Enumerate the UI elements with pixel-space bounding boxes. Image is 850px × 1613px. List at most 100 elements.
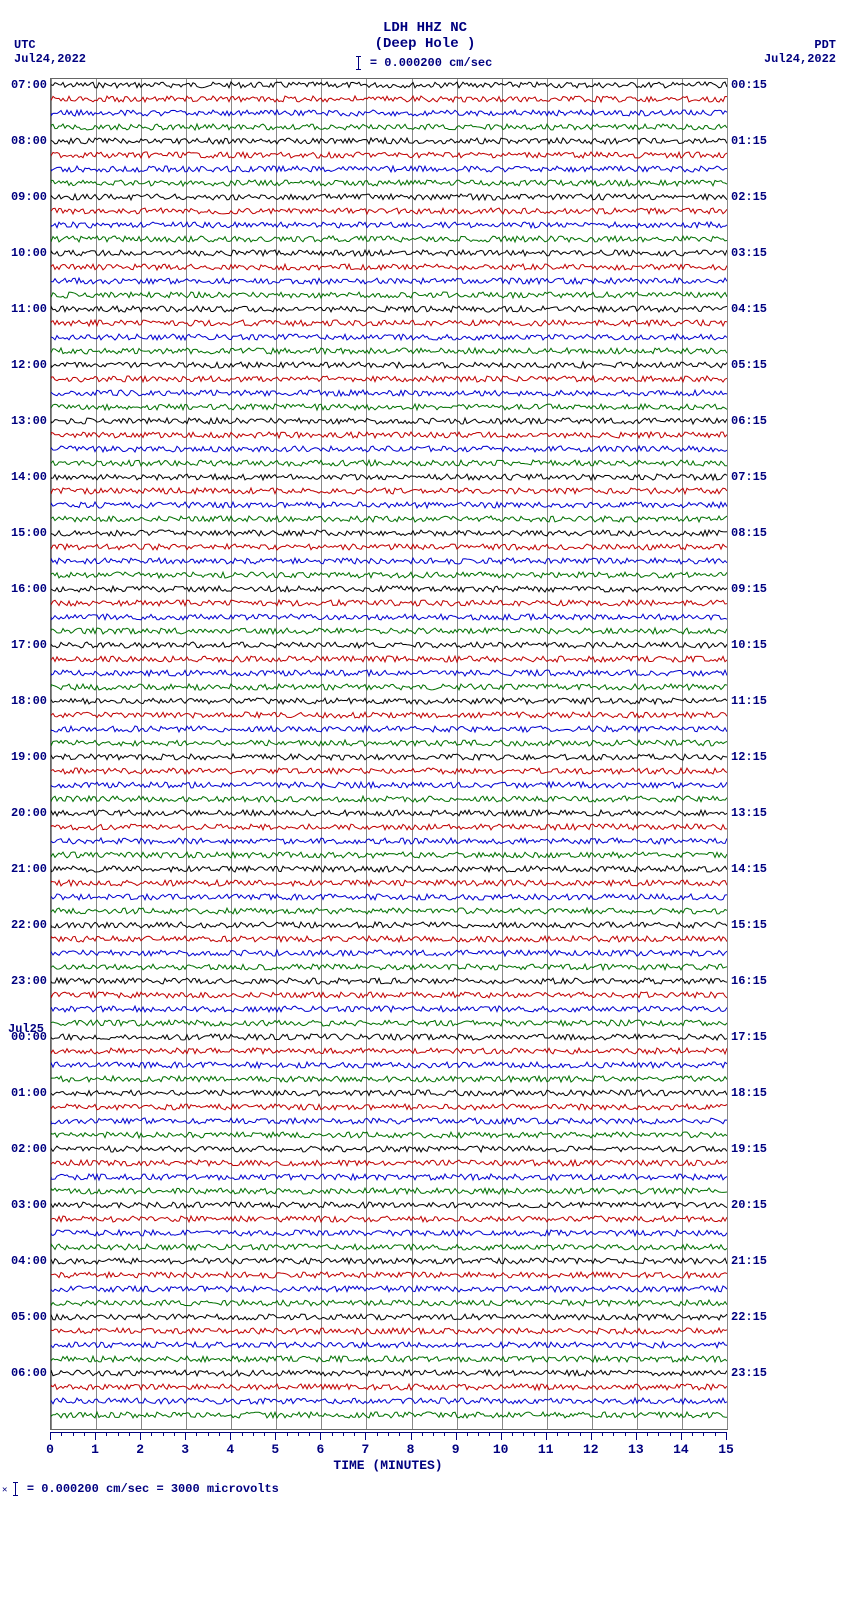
trace-row bbox=[51, 992, 727, 998]
x-major-tick bbox=[681, 1432, 682, 1440]
trace-row bbox=[51, 894, 727, 900]
tz-right-label: PDT bbox=[814, 38, 836, 52]
right-hour-label: 01:15 bbox=[731, 134, 767, 148]
x-minor-tick bbox=[332, 1432, 333, 1436]
trace-row bbox=[51, 138, 727, 144]
right-hour-label: 08:15 bbox=[731, 526, 767, 540]
left-hour-label: 01:00 bbox=[11, 1086, 47, 1100]
right-hour-label: 14:15 bbox=[731, 862, 767, 876]
x-minor-tick bbox=[61, 1432, 62, 1436]
x-minor-tick bbox=[444, 1432, 445, 1436]
left-hour-label: 20:00 bbox=[11, 806, 47, 820]
x-tick-label: 3 bbox=[181, 1442, 189, 1457]
trace-row bbox=[51, 726, 727, 732]
x-minor-tick bbox=[219, 1432, 220, 1436]
trace-row bbox=[51, 1020, 727, 1026]
trace-row bbox=[51, 1286, 727, 1292]
trace-row bbox=[51, 404, 727, 410]
trace-row bbox=[51, 796, 727, 802]
right-hour-label: 00:15 bbox=[731, 78, 767, 92]
trace-row bbox=[51, 152, 727, 158]
x-major-tick bbox=[320, 1432, 321, 1440]
trace-row bbox=[51, 1090, 727, 1096]
trace-row bbox=[51, 768, 727, 774]
trace-row bbox=[51, 1412, 727, 1418]
left-hour-label: 11:00 bbox=[11, 302, 47, 316]
trace-row bbox=[51, 1300, 727, 1306]
trace-row bbox=[51, 558, 727, 564]
trace-row bbox=[51, 1202, 727, 1208]
footer-scale: ✕ = 0.000200 cm/sec = 3000 microvolts bbox=[0, 1472, 850, 1496]
trace-row bbox=[51, 362, 727, 368]
x-minor-tick bbox=[512, 1432, 513, 1436]
right-hour-label: 18:15 bbox=[731, 1086, 767, 1100]
trace-row bbox=[51, 922, 727, 928]
trace-row bbox=[51, 460, 727, 466]
trace-row bbox=[51, 866, 727, 872]
trace-row bbox=[51, 572, 727, 578]
trace-row bbox=[51, 1006, 727, 1012]
right-hour-label: 02:15 bbox=[731, 190, 767, 204]
left-hour-label: 18:00 bbox=[11, 694, 47, 708]
trace-row bbox=[51, 614, 727, 620]
trace-row bbox=[51, 208, 727, 214]
x-minor-tick bbox=[422, 1432, 423, 1436]
x-minor-tick bbox=[287, 1432, 288, 1436]
x-tick-label: 5 bbox=[271, 1442, 279, 1457]
x-minor-tick bbox=[106, 1432, 107, 1436]
trace-row bbox=[51, 348, 727, 354]
x-major-tick bbox=[95, 1432, 96, 1440]
trace-row bbox=[51, 264, 727, 270]
x-minor-tick bbox=[309, 1432, 310, 1436]
traces-svg bbox=[51, 79, 727, 1429]
x-minor-tick bbox=[613, 1432, 614, 1436]
x-minor-tick bbox=[129, 1432, 130, 1436]
right-hour-label: 23:15 bbox=[731, 1366, 767, 1380]
trace-row bbox=[51, 166, 727, 172]
trace-row bbox=[51, 1342, 727, 1348]
x-major-tick bbox=[546, 1432, 547, 1440]
tz-left-label: UTC bbox=[14, 38, 36, 52]
right-hour-label: 10:15 bbox=[731, 638, 767, 652]
right-hour-label: 06:15 bbox=[731, 414, 767, 428]
trace-row bbox=[51, 1272, 727, 1278]
trace-row bbox=[51, 1048, 727, 1054]
x-tick-label: 7 bbox=[362, 1442, 370, 1457]
x-minor-tick bbox=[208, 1432, 209, 1436]
x-minor-tick bbox=[557, 1432, 558, 1436]
trace-row bbox=[51, 1146, 727, 1152]
right-hour-label: 16:15 bbox=[731, 974, 767, 988]
right-hour-label: 12:15 bbox=[731, 750, 767, 764]
x-minor-tick bbox=[343, 1432, 344, 1436]
trace-row bbox=[51, 1328, 727, 1334]
trace-row bbox=[51, 376, 727, 382]
x-minor-tick bbox=[692, 1432, 693, 1436]
trace-row bbox=[51, 880, 727, 886]
trace-row bbox=[51, 544, 727, 550]
x-minor-tick bbox=[602, 1432, 603, 1436]
trace-row bbox=[51, 1314, 727, 1320]
x-major-tick bbox=[456, 1432, 457, 1440]
x-minor-tick bbox=[298, 1432, 299, 1436]
x-minor-tick bbox=[174, 1432, 175, 1436]
x-minor-tick bbox=[467, 1432, 468, 1436]
trace-row bbox=[51, 1258, 727, 1264]
station-title: LDH HHZ NC bbox=[0, 20, 850, 36]
trace-row bbox=[51, 600, 727, 606]
left-hour-label: 02:00 bbox=[11, 1142, 47, 1156]
plot-header: LDH HHZ NC (Deep Hole ) = 0.000200 cm/se… bbox=[0, 0, 850, 70]
trace-row bbox=[51, 1188, 727, 1194]
trace-row bbox=[51, 964, 727, 970]
left-hour-label: 23:00 bbox=[11, 974, 47, 988]
right-hour-label: 15:15 bbox=[731, 918, 767, 932]
x-minor-tick bbox=[568, 1432, 569, 1436]
seismogram-plot: 07:0000:1508:0001:1509:0002:1510:0003:15… bbox=[50, 78, 728, 1430]
trace-row bbox=[51, 390, 727, 396]
trace-row bbox=[51, 334, 727, 340]
right-hour-label: 05:15 bbox=[731, 358, 767, 372]
trace-row bbox=[51, 194, 727, 200]
x-major-tick bbox=[185, 1432, 186, 1440]
x-minor-tick bbox=[715, 1432, 716, 1436]
trace-row bbox=[51, 782, 727, 788]
left-hour-label: 00:00 bbox=[11, 1030, 47, 1044]
